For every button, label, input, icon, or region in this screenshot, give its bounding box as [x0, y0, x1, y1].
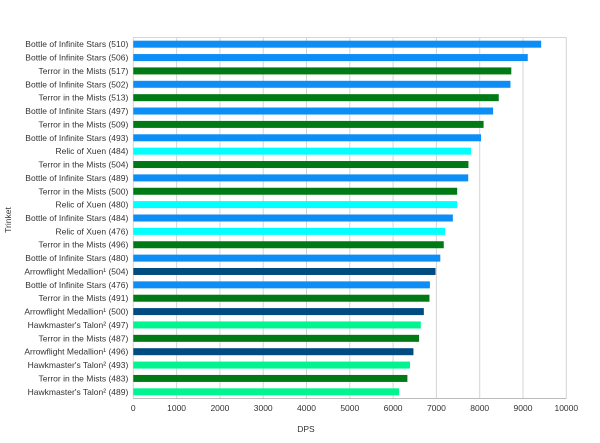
y-tick-label: Bottle of Infinite Stars (506) [25, 53, 128, 63]
x-tick-label: 3000 [254, 403, 273, 413]
bar [133, 348, 414, 356]
x-tick-label: 1000 [167, 403, 186, 413]
bar [133, 40, 542, 48]
x-tick-label: 9000 [514, 403, 533, 413]
y-tick-label: Terror in the Mists (483) [39, 373, 129, 383]
y-tick-label: Terror in the Mists (491) [39, 293, 129, 303]
bar [133, 80, 511, 88]
x-tick-label: 10000 [554, 403, 578, 413]
bar [133, 321, 421, 329]
bar [133, 174, 469, 182]
bar [133, 374, 408, 382]
bar [133, 94, 499, 102]
y-tick-label: Arrowflight Medallion¹ (496) [24, 347, 128, 357]
y-tick-label: Hawkmaster's Talon² (493) [28, 360, 129, 370]
y-tick-label: Bottle of Infinite Stars (489) [25, 173, 128, 183]
bar [133, 54, 528, 62]
y-tick-label: Terror in the Mists (496) [39, 240, 129, 250]
bar [133, 161, 469, 169]
y-tick-label: Terror in the Mists (500) [39, 186, 129, 196]
y-tick-label: Terror in the Mists (487) [39, 333, 129, 343]
x-tick-label: 2000 [210, 403, 229, 413]
y-tick-label: Terror in the Mists (504) [39, 160, 129, 170]
bar [133, 201, 458, 209]
y-axis-label: Trinket [3, 207, 13, 233]
y-tick-label: Terror in the Mists (517) [39, 66, 129, 76]
bar [133, 187, 458, 195]
x-tick-label: 4000 [297, 403, 316, 413]
x-axis-label: DPS [297, 424, 315, 434]
bar [133, 227, 446, 235]
bar [133, 147, 472, 155]
y-tick-label: Bottle of Infinite Stars (484) [25, 213, 128, 223]
x-tick-label: 5000 [340, 403, 359, 413]
x-tick-label: 6000 [384, 403, 403, 413]
bar [133, 134, 481, 142]
bar [133, 281, 430, 289]
y-tick-label: Terror in the Mists (509) [39, 119, 129, 129]
bars [133, 40, 542, 396]
y-tick-label: Bottle of Infinite Stars (502) [25, 79, 128, 89]
y-tick-label: Bottle of Infinite Stars (510) [25, 39, 128, 49]
y-tick-label: Relic of Xuen (476) [56, 226, 129, 236]
y-tick-label: Bottle of Infinite Stars (497) [25, 106, 128, 116]
bar [133, 120, 484, 128]
y-tick-label: Hawkmaster's Talon² (489) [28, 387, 129, 397]
bar [133, 254, 441, 262]
y-tick-label: Terror in the Mists (513) [39, 93, 129, 103]
x-tick-label: 8000 [470, 403, 489, 413]
x-tick-label: 7000 [427, 403, 446, 413]
x-tick-labels: 0 1000 2000 3000 4000 5000 6000 7000 8000 9000 100… [131, 403, 578, 413]
bar [133, 107, 494, 115]
bar [133, 294, 430, 302]
y-tick-label: Bottle of Infinite Stars (493) [25, 133, 128, 143]
y-tick-label: Arrowflight Medallion¹ (504) [24, 266, 128, 276]
y-tick-label: Arrowflight Medallion¹ (500) [24, 307, 128, 317]
bar [133, 241, 444, 249]
bar [133, 361, 410, 369]
bar [133, 267, 436, 275]
bar [133, 308, 424, 316]
y-tick-label: Bottle of Infinite Stars (476) [25, 280, 128, 290]
y-tick-label: Bottle of Infinite Stars (480) [25, 253, 128, 263]
bar [133, 334, 420, 342]
y-tick-label: Relic of Xuen (484) [56, 146, 129, 156]
x-tick-label: 0 [131, 403, 136, 413]
bar [133, 388, 400, 396]
y-tick-label: Relic of Xuen (480) [56, 200, 129, 210]
bar [133, 67, 512, 75]
y-tick-labels: Bottle of Infinite Stars (510) Bottle of … [24, 39, 128, 397]
y-tick-label: Hawkmaster's Talon² (497) [28, 320, 129, 330]
bar [133, 214, 453, 222]
